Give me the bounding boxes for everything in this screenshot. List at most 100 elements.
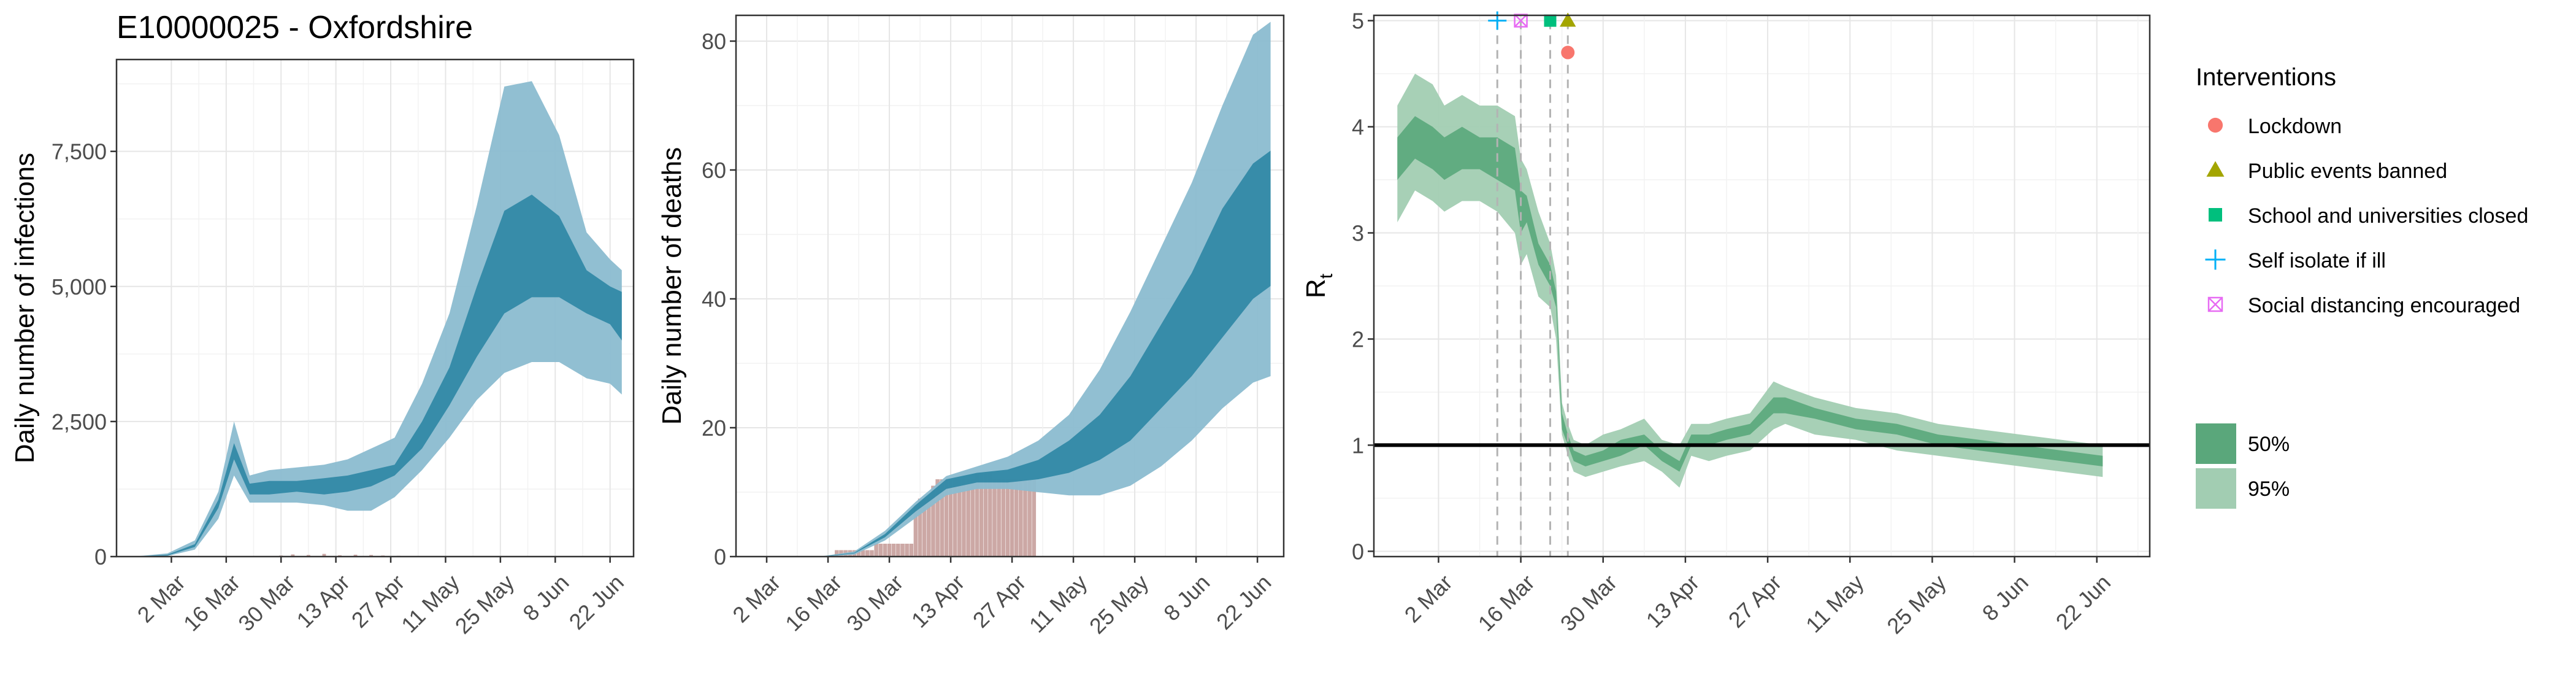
observed-bar xyxy=(931,485,935,557)
observed-bar xyxy=(983,473,988,557)
intervention-marker xyxy=(1514,14,1528,28)
legend-label: Public events banned xyxy=(2248,160,2447,183)
observed-bar xyxy=(992,479,997,557)
observed-bar xyxy=(878,544,883,557)
legend-label: 95% xyxy=(2248,477,2290,501)
observed-bar xyxy=(369,555,374,557)
legend: Interventions Lockdown Public events bann… xyxy=(2196,64,2528,509)
y-tick-label: 7,500 xyxy=(52,139,107,164)
observed-bar xyxy=(935,479,940,557)
band-50pct xyxy=(136,195,622,557)
y-axis: 0 20 40 60 80 xyxy=(702,29,736,569)
legend-label: Social distancing encouraged xyxy=(2248,294,2520,317)
observed-bar xyxy=(913,505,918,557)
y-tick-label: 0 xyxy=(1352,539,1364,564)
legend-label: 50% xyxy=(2248,433,2290,456)
y-tick-label: 2,500 xyxy=(52,409,107,434)
observed-bar xyxy=(1010,479,1014,557)
y-tick-label: 0 xyxy=(94,544,107,569)
legend-title: Interventions xyxy=(2196,64,2336,91)
y-tick-label: 5 xyxy=(1352,9,1364,34)
x-tick-label: 16 Mar xyxy=(780,569,846,636)
observed-bar xyxy=(1032,479,1037,557)
intervention-marker xyxy=(1488,11,1507,30)
y-axis: 0 2,500 5,000 7,500 xyxy=(52,139,117,569)
observed-bar xyxy=(1019,479,1023,557)
x-tick-label: 8 Jun xyxy=(1977,569,2033,625)
observed-bar xyxy=(891,544,896,557)
x-tick-label: 2 Mar xyxy=(727,569,785,627)
band-50pct xyxy=(1397,116,2103,472)
observed-bars xyxy=(835,473,1037,557)
x-tick-label: 30 Mar xyxy=(841,569,908,636)
legend-marker xyxy=(2205,249,2226,270)
x-tick-label: 13 Apr xyxy=(291,569,355,633)
observed-bar xyxy=(918,498,922,557)
band-95pct xyxy=(136,81,622,557)
intervention-marker xyxy=(1544,14,1557,27)
observed-bar xyxy=(1001,479,1006,557)
observed-bar xyxy=(962,479,966,557)
x-tick-label: 13 Apr xyxy=(907,569,970,633)
interventions-legend: Lockdown Public events banned School and u… xyxy=(2205,115,2528,317)
x-tick-label: 11 May xyxy=(396,569,464,638)
observed-bar xyxy=(887,544,892,557)
observed-bar xyxy=(1014,479,1019,557)
x-tick-label: 22 Jun xyxy=(564,569,629,634)
observed-bar xyxy=(839,550,843,557)
x-tick-label: 25 May xyxy=(450,569,519,638)
observed-bar xyxy=(975,473,979,557)
legend-swatch xyxy=(2196,468,2236,509)
observed-bar xyxy=(353,554,358,557)
legend-marker xyxy=(2209,208,2222,222)
x-tick-label: 11 May xyxy=(1801,569,1869,638)
x-tick-label: 30 Mar xyxy=(233,569,299,636)
observed-bar xyxy=(861,550,865,557)
x-tick-label: 22 Jun xyxy=(1211,569,1276,634)
observed-bar xyxy=(957,479,962,557)
observed-bar xyxy=(1027,479,1032,557)
panel-border xyxy=(1373,14,2151,558)
x-tick-label: 16 Mar xyxy=(178,569,245,636)
intervention-markers xyxy=(1488,11,1576,557)
x-tick-label: 25 May xyxy=(1084,569,1153,638)
observed-bar xyxy=(909,544,914,557)
legend-label: School and universities closed xyxy=(2248,204,2528,228)
x-tick-label: 22 Jun xyxy=(2051,569,2115,634)
panel-border xyxy=(735,14,1285,558)
y-tick-label: 0 xyxy=(714,544,726,569)
y-tick-label: 60 xyxy=(702,158,726,183)
observed-bar xyxy=(944,479,949,557)
x-tick-label: 8 Jun xyxy=(1159,569,1214,625)
legend-marker xyxy=(2206,161,2225,177)
x-tick-label: 16 Mar xyxy=(1473,569,1539,636)
y-tick-label: 3 xyxy=(1352,221,1364,246)
observed-bar xyxy=(979,473,984,557)
y-tick-label: 5,000 xyxy=(52,274,107,299)
panel-border xyxy=(115,58,635,558)
y-axis: 0 1 2 3 4 5 xyxy=(1352,9,1374,564)
legend-swatch xyxy=(2196,423,2236,464)
x-tick-label: 27 Apr xyxy=(1723,569,1787,633)
x-tick-label: 11 May xyxy=(1024,569,1092,638)
observed-bar xyxy=(922,498,927,557)
y-tick-label: 1 xyxy=(1352,433,1364,458)
y-axis-label: Rt xyxy=(1301,273,1336,298)
band-50pct xyxy=(762,150,1271,557)
observed-bar xyxy=(900,544,905,557)
observed-bar xyxy=(905,544,909,557)
intervention-marker xyxy=(1560,12,1576,27)
rt-panel: 0 1 2 3 4 5 2 Mar 16 Mar 30 Mar 13 Apr 27 Apr 11 Ma… xyxy=(1301,9,2151,639)
observed-bar xyxy=(997,479,1001,557)
legend-marker xyxy=(2207,117,2223,133)
x-tick-label: 25 May xyxy=(1882,569,1950,638)
observed-bar xyxy=(940,479,945,557)
observed-bar xyxy=(1023,479,1027,557)
observed-bar xyxy=(988,473,992,557)
page-title: E10000025 - Oxfordshire xyxy=(117,10,473,45)
observed-bar xyxy=(953,479,957,557)
observed-bar xyxy=(883,544,887,557)
